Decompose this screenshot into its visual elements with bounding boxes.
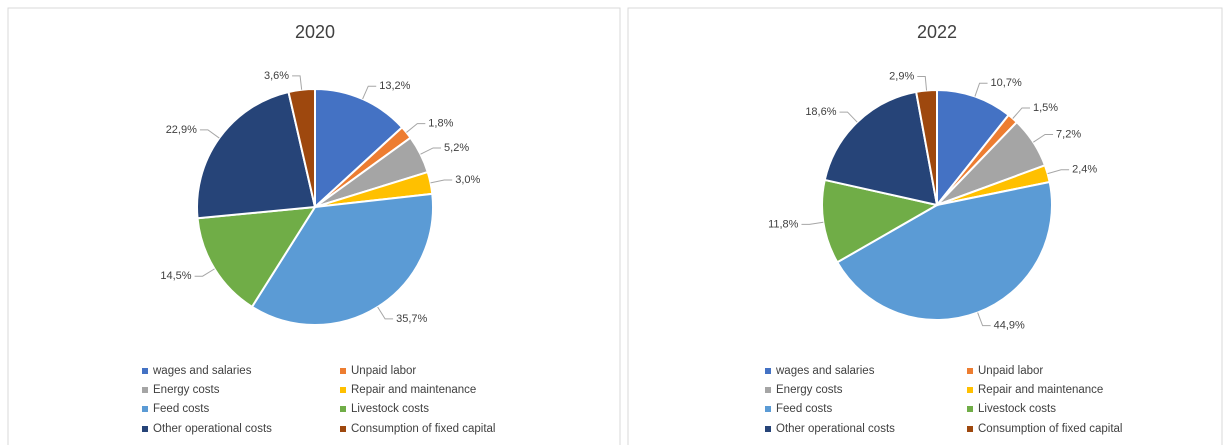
pie-slice — [823, 90, 939, 207]
legend-label: Other operational costs — [776, 423, 895, 435]
chart-title: 2022 — [917, 22, 957, 42]
pie-slice — [250, 192, 434, 326]
pie-slice — [196, 90, 317, 220]
legend-marker — [967, 368, 973, 374]
data-label: 10,7% — [991, 77, 1022, 89]
legend-label: wages and salaries — [775, 365, 875, 377]
leader-line — [406, 123, 426, 133]
pie-slice — [835, 180, 1053, 321]
legend-label: Livestock costs — [978, 403, 1056, 415]
data-label: 14,5% — [160, 270, 191, 282]
leader-line — [199, 129, 220, 139]
pie-slice — [821, 178, 940, 264]
leader-line — [801, 221, 824, 225]
legend-label: Consumption of fixed capital — [351, 423, 495, 435]
data-label: 1,5% — [1033, 102, 1058, 114]
leader-line — [1047, 169, 1070, 175]
leader-line — [377, 306, 394, 320]
pie-slice — [936, 88, 1011, 208]
legend-label: Livestock costs — [351, 403, 429, 415]
data-label: 22,9% — [166, 124, 197, 136]
data-label: 18,6% — [805, 106, 836, 118]
legend-marker — [142, 368, 148, 374]
leader-line — [1033, 134, 1054, 143]
leader-line — [194, 268, 215, 277]
legend-marker — [340, 426, 346, 432]
leader-line — [974, 82, 988, 97]
legend-marker — [765, 406, 771, 412]
legend-marker — [142, 426, 148, 432]
data-label: 3,6% — [264, 70, 289, 82]
leader-line — [362, 85, 377, 100]
legend-marker — [340, 406, 346, 412]
legend-label: Repair and maintenance — [351, 384, 476, 396]
legend-label: Feed costs — [153, 403, 209, 415]
legend-marker — [967, 387, 973, 393]
legend-label: Unpaid labor — [351, 365, 416, 377]
legend-label: Other operational costs — [153, 423, 272, 435]
legend-marker — [765, 387, 771, 393]
legend-marker — [967, 426, 973, 432]
pie-slice — [314, 87, 404, 210]
legend-label: Feed costs — [776, 403, 832, 415]
legend-marker — [340, 387, 346, 393]
legend-marker — [967, 406, 973, 412]
legend-label: Repair and maintenance — [978, 384, 1103, 396]
data-label: 2,9% — [889, 70, 914, 82]
data-label: 11,8% — [768, 218, 799, 230]
leader-line — [1012, 107, 1031, 119]
data-label: 35,7% — [396, 313, 427, 325]
data-label: 2,4% — [1072, 164, 1097, 176]
legend-label: Energy costs — [776, 384, 843, 396]
pie-slice — [196, 205, 317, 309]
data-label: 13,2% — [379, 80, 410, 92]
leader-line — [292, 75, 303, 90]
leader-line — [430, 179, 453, 184]
legend-label: Energy costs — [153, 384, 220, 396]
leader-line — [977, 312, 991, 327]
legend-marker — [765, 368, 771, 374]
legend-label: Unpaid labor — [978, 365, 1043, 377]
data-label: 5,2% — [444, 142, 469, 154]
data-label: 44,9% — [994, 320, 1025, 332]
legend-marker — [142, 387, 148, 393]
leader-line — [420, 147, 442, 155]
data-label: 1,8% — [428, 117, 453, 129]
legend-marker — [142, 406, 148, 412]
legend-marker — [340, 368, 346, 374]
data-label: 7,2% — [1056, 128, 1081, 140]
chart-title: 2020 — [295, 22, 335, 42]
data-label: 3,0% — [455, 174, 480, 186]
leader-line — [839, 111, 858, 123]
legend-label: wages and salaries — [152, 365, 252, 377]
leader-line — [917, 76, 928, 91]
legend-label: Consumption of fixed capital — [978, 423, 1122, 435]
legend-marker — [765, 426, 771, 432]
